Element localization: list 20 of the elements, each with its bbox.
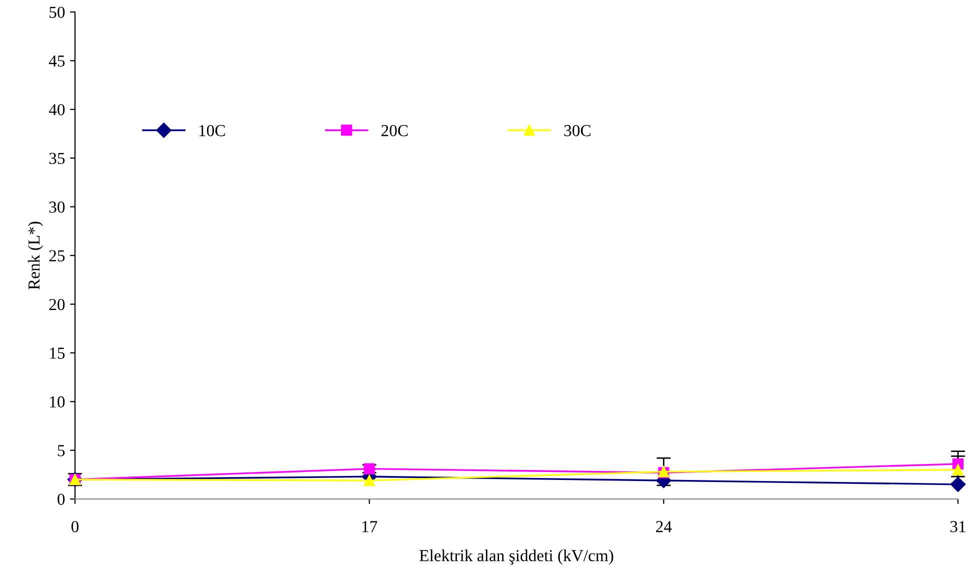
legend-label: 30C [564,124,590,136]
y-tick-label: 0 [58,494,65,505]
legend-label: 20C [381,124,408,136]
y-tick-label: 15 [50,348,65,359]
y-tick-label: 45 [48,56,65,67]
y-axis-title: Renk (L*) [28,222,44,290]
y-tick-label: 35 [49,152,65,164]
y-tick-label: 50 [50,6,65,18]
y-tick-label: 25 [49,250,65,262]
y-tick-label: 10 [50,396,65,408]
x-tick-label: 0 [71,521,79,532]
y-tick-label: 5 [58,445,65,456]
y-tick-label: 20 [49,298,65,310]
x-tick-label: 24 [656,521,672,532]
x-tick-label: 31 [950,521,966,532]
y-tick-label: 30 [49,202,65,213]
x-tick-label: 17 [362,521,378,532]
legend-label: 10C [199,124,225,136]
y-tick-label: 40 [48,104,65,116]
x-axis-title: Elektrik alan şiddeti (kV/cm) [420,550,614,565]
